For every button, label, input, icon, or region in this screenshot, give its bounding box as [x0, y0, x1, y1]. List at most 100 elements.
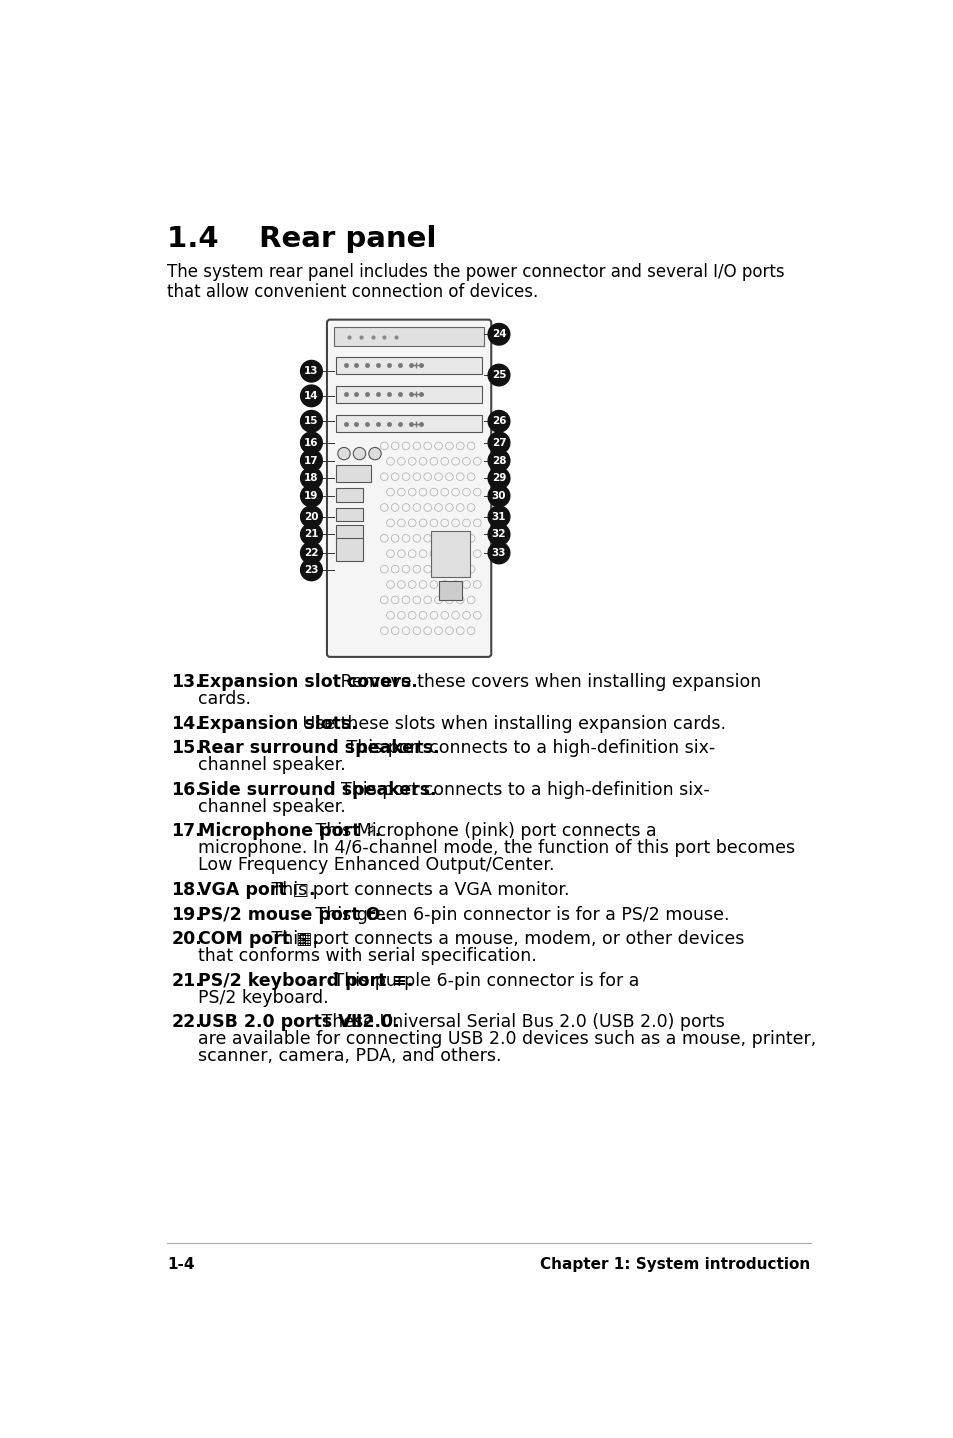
Text: scanner, camera, PDA, and others.: scanner, camera, PDA, and others. [198, 1047, 501, 1066]
Text: that conforms with serial specification.: that conforms with serial specification. [198, 948, 537, 965]
Text: 31: 31 [491, 512, 506, 522]
Circle shape [300, 450, 322, 472]
Text: 26: 26 [491, 416, 506, 426]
Text: Low Frequency Enhanced Output/Center.: Low Frequency Enhanced Output/Center. [198, 856, 555, 874]
Circle shape [488, 410, 509, 431]
Text: that allow convenient connection of devices.: that allow convenient connection of devi… [167, 283, 538, 301]
Circle shape [488, 467, 509, 489]
Text: 16.: 16. [171, 781, 202, 800]
Text: 18.: 18. [171, 881, 202, 899]
Text: This purple 6-pin connector is for a: This purple 6-pin connector is for a [328, 972, 639, 989]
Text: 22: 22 [304, 548, 318, 558]
Circle shape [369, 447, 381, 460]
Text: 14: 14 [304, 391, 318, 401]
Circle shape [300, 523, 322, 545]
Text: 13: 13 [304, 367, 318, 377]
Circle shape [488, 364, 509, 385]
Text: 20.: 20. [171, 930, 202, 948]
Bar [438, 581, 461, 600]
Text: Expansion slot covers.: Expansion slot covers. [198, 673, 417, 692]
Bar [335, 416, 481, 431]
Bar [335, 489, 363, 502]
Bar [335, 464, 371, 482]
Text: 1-4: 1-4 [167, 1257, 194, 1271]
Text: Side surround speakers.: Side surround speakers. [198, 781, 436, 800]
Circle shape [488, 431, 509, 453]
Text: 14.: 14. [171, 715, 202, 732]
Text: Use these slots when installing expansion cards.: Use these slots when installing expansio… [297, 715, 726, 732]
Text: 17.: 17. [171, 823, 202, 840]
Text: 19.: 19. [171, 906, 202, 923]
Circle shape [488, 485, 509, 506]
Circle shape [488, 324, 509, 345]
Text: are available for connecting USB 2.0 devices such as a mouse, printer,: are available for connecting USB 2.0 dev… [198, 1031, 816, 1048]
Text: 28: 28 [491, 456, 506, 466]
Text: 23: 23 [304, 565, 318, 575]
Text: 30: 30 [491, 490, 506, 500]
Text: 27: 27 [491, 437, 506, 447]
Text: channel speaker.: channel speaker. [198, 798, 346, 815]
Text: Remove these covers when installing expansion: Remove these covers when installing expa… [335, 673, 760, 692]
Circle shape [488, 523, 509, 545]
Bar [431, 531, 469, 577]
Text: This Microphone (pink) port connects a: This Microphone (pink) port connects a [310, 823, 656, 840]
Text: This green 6-pin connector is for a PS/2 mouse.: This green 6-pin connector is for a PS/2… [310, 906, 729, 923]
Text: PS/2 keyboard.: PS/2 keyboard. [198, 989, 329, 1007]
Text: 21: 21 [304, 529, 318, 539]
Text: The system rear panel includes the power connector and several I/O ports: The system rear panel includes the power… [167, 263, 784, 282]
Circle shape [300, 410, 322, 431]
Text: 33: 33 [491, 548, 506, 558]
Text: Rear surround speakers.: Rear surround speakers. [198, 739, 439, 758]
Text: This port connects to a high-definition six-: This port connects to a high-definition … [340, 781, 709, 800]
Text: 25: 25 [491, 370, 506, 380]
Text: 29: 29 [492, 473, 506, 483]
Bar [335, 538, 363, 561]
Circle shape [353, 447, 365, 460]
Text: PS/2 keyboard port ≡.: PS/2 keyboard port ≡. [198, 972, 414, 989]
Bar [335, 357, 481, 374]
Text: 32: 32 [491, 529, 506, 539]
Circle shape [300, 361, 322, 383]
Bar [335, 525, 363, 539]
Text: COM port ▦.: COM port ▦. [198, 930, 319, 948]
Text: VGA port □.: VGA port □. [198, 881, 315, 899]
Circle shape [300, 431, 322, 453]
Bar [334, 326, 484, 345]
Text: 17: 17 [304, 456, 318, 466]
Text: This port connects to a high-definition six-: This port connects to a high-definition … [340, 739, 715, 758]
Text: 20: 20 [304, 512, 318, 522]
Text: These Universal Serial Bus 2.0 (USB 2.0) ports: These Universal Serial Bus 2.0 (USB 2.0)… [315, 1014, 724, 1031]
Bar [335, 385, 481, 403]
Circle shape [300, 385, 322, 407]
Text: 1.4    Rear panel: 1.4 Rear panel [167, 224, 436, 253]
Circle shape [300, 485, 322, 506]
Text: USB 2.0 ports Ⅶ2.0.: USB 2.0 ports Ⅶ2.0. [198, 1014, 399, 1031]
FancyBboxPatch shape [327, 319, 491, 657]
Circle shape [337, 447, 350, 460]
Circle shape [300, 559, 322, 581]
Text: 13.: 13. [171, 673, 202, 692]
Text: 18: 18 [304, 473, 318, 483]
Bar [335, 508, 363, 522]
Circle shape [300, 467, 322, 489]
Text: This port connects a VGA monitor.: This port connects a VGA monitor. [266, 881, 569, 899]
Text: Microphone port ♯.: Microphone port ♯. [198, 823, 381, 840]
Text: cards.: cards. [198, 690, 251, 707]
Text: 21.: 21. [171, 972, 202, 989]
Text: 22.: 22. [171, 1014, 202, 1031]
Text: 16: 16 [304, 437, 318, 447]
Text: microphone. In 4/6-channel mode, the function of this port becomes: microphone. In 4/6-channel mode, the fun… [198, 840, 795, 857]
Circle shape [300, 506, 322, 528]
Text: 24: 24 [491, 329, 506, 339]
Text: 19: 19 [304, 490, 318, 500]
Circle shape [488, 542, 509, 564]
Circle shape [488, 450, 509, 472]
Text: 15.: 15. [171, 739, 202, 758]
Text: PS/2 mouse port Θ.: PS/2 mouse port Θ. [198, 906, 387, 923]
Text: Chapter 1: System introduction: Chapter 1: System introduction [539, 1257, 810, 1271]
Text: This port connects a mouse, modem, or other devices: This port connects a mouse, modem, or ot… [266, 930, 744, 948]
Circle shape [300, 542, 322, 564]
Text: Expansion slots.: Expansion slots. [198, 715, 357, 732]
Text: channel speaker.: channel speaker. [198, 756, 346, 774]
Circle shape [488, 506, 509, 528]
